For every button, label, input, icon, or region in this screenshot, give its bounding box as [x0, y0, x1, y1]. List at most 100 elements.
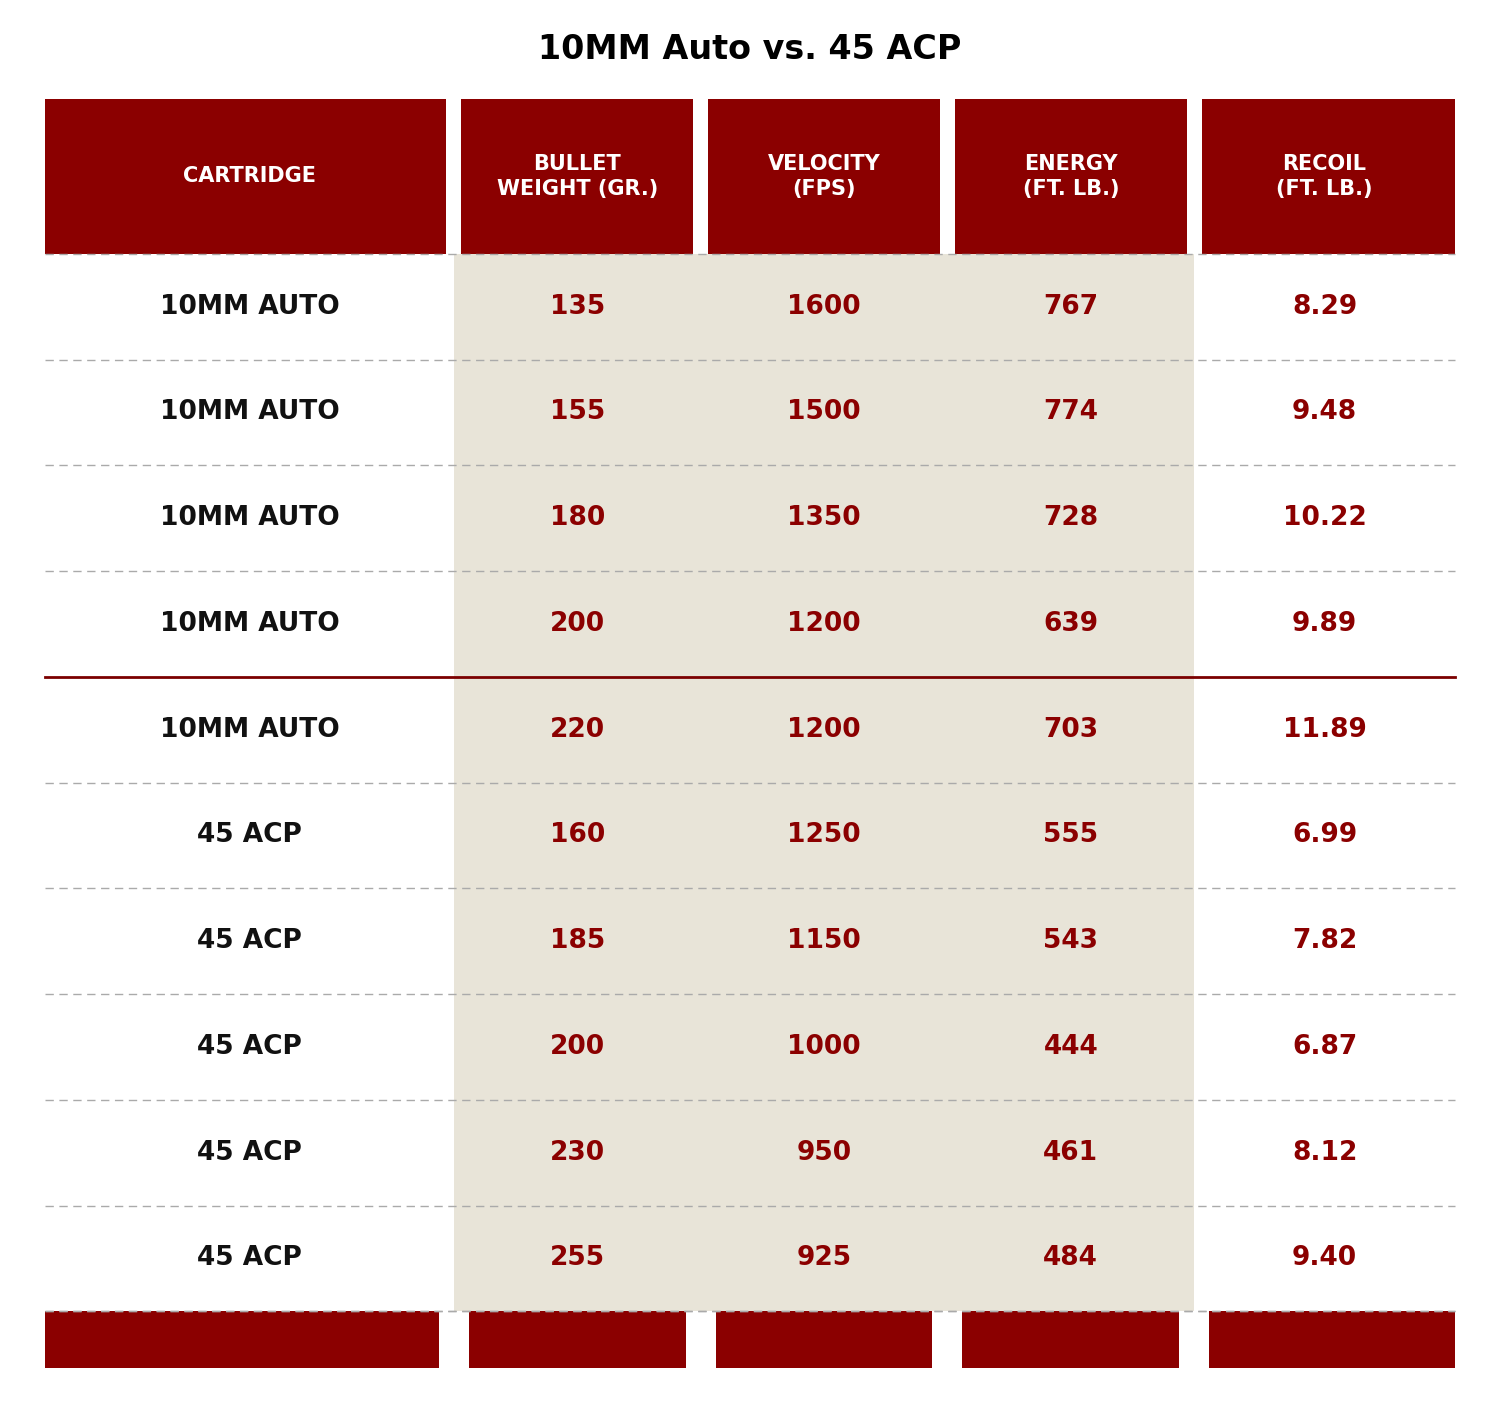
Bar: [948, 994, 1194, 1100]
Bar: [700, 888, 948, 994]
Text: 1200: 1200: [788, 611, 861, 637]
Bar: [45, 888, 455, 994]
Bar: [1194, 571, 1455, 677]
Bar: [454, 1100, 700, 1206]
Bar: [45, 1206, 455, 1311]
Bar: [963, 1311, 1179, 1368]
Text: 925: 925: [796, 1245, 852, 1272]
Text: 543: 543: [1044, 928, 1098, 955]
Bar: [708, 99, 940, 254]
Bar: [45, 1100, 455, 1206]
Bar: [1194, 1100, 1455, 1206]
Bar: [454, 465, 700, 571]
Bar: [1194, 994, 1455, 1100]
Bar: [700, 360, 948, 465]
Bar: [948, 254, 1194, 360]
Text: 1350: 1350: [788, 505, 861, 532]
Bar: [1194, 783, 1455, 888]
Text: 1250: 1250: [788, 822, 861, 849]
Bar: [45, 465, 455, 571]
Bar: [948, 571, 1194, 677]
Text: 255: 255: [549, 1245, 604, 1272]
Bar: [956, 99, 1186, 254]
Bar: [700, 254, 948, 360]
Bar: [716, 1311, 933, 1368]
Text: 484: 484: [1044, 1245, 1098, 1272]
Text: 10.22: 10.22: [1282, 505, 1366, 532]
Text: 555: 555: [1042, 822, 1098, 849]
Text: 9.48: 9.48: [1292, 399, 1358, 426]
Bar: [1194, 1206, 1455, 1311]
Text: 155: 155: [549, 399, 604, 426]
Text: 185: 185: [549, 928, 604, 955]
Bar: [45, 360, 455, 465]
Text: CARTRIDGE: CARTRIDGE: [183, 166, 316, 186]
Text: 10MM AUTO: 10MM AUTO: [159, 399, 339, 426]
Text: 9.40: 9.40: [1292, 1245, 1358, 1272]
Bar: [948, 360, 1194, 465]
Text: 1000: 1000: [788, 1034, 861, 1060]
Text: 45 ACP: 45 ACP: [196, 928, 302, 955]
Bar: [1209, 1311, 1455, 1368]
Text: 45 ACP: 45 ACP: [196, 1245, 302, 1272]
Text: RECOIL
(FT. LB.): RECOIL (FT. LB.): [1276, 154, 1372, 199]
Text: 10MM Auto vs. 45 ACP: 10MM Auto vs. 45 ACP: [538, 32, 962, 66]
Text: 10MM AUTO: 10MM AUTO: [159, 716, 339, 743]
Bar: [470, 1311, 686, 1368]
Text: 230: 230: [549, 1139, 604, 1166]
Bar: [454, 994, 700, 1100]
Bar: [454, 571, 700, 677]
Text: 1600: 1600: [788, 293, 861, 320]
Text: 767: 767: [1042, 293, 1098, 320]
Bar: [454, 677, 700, 783]
Text: 774: 774: [1044, 399, 1098, 426]
Bar: [948, 783, 1194, 888]
Bar: [1194, 254, 1455, 360]
Text: ENERGY
(FT. LB.): ENERGY (FT. LB.): [1023, 154, 1119, 199]
Bar: [948, 465, 1194, 571]
Text: 200: 200: [549, 1034, 604, 1060]
Text: 1200: 1200: [788, 716, 861, 743]
Bar: [45, 994, 455, 1100]
Text: 160: 160: [549, 822, 604, 849]
Bar: [454, 360, 700, 465]
Bar: [700, 465, 948, 571]
Bar: [45, 783, 455, 888]
Text: 7.82: 7.82: [1292, 928, 1358, 955]
Text: 135: 135: [549, 293, 604, 320]
Text: 9.89: 9.89: [1292, 611, 1358, 637]
Text: 461: 461: [1042, 1139, 1098, 1166]
Text: 639: 639: [1042, 611, 1098, 637]
Bar: [454, 783, 700, 888]
Bar: [1194, 360, 1455, 465]
Text: 8.12: 8.12: [1292, 1139, 1358, 1166]
Bar: [1202, 99, 1455, 254]
Text: 45 ACP: 45 ACP: [196, 1139, 302, 1166]
Text: 728: 728: [1042, 505, 1098, 532]
Bar: [1194, 465, 1455, 571]
Bar: [700, 1206, 948, 1311]
Bar: [948, 1100, 1194, 1206]
Text: 8.29: 8.29: [1292, 293, 1358, 320]
Text: 950: 950: [796, 1139, 852, 1166]
Text: 444: 444: [1044, 1034, 1098, 1060]
Bar: [454, 888, 700, 994]
Bar: [948, 677, 1194, 783]
Bar: [45, 1311, 440, 1368]
Text: 180: 180: [549, 505, 604, 532]
Text: 200: 200: [549, 611, 604, 637]
Bar: [948, 888, 1194, 994]
Text: 11.89: 11.89: [1282, 716, 1366, 743]
Text: 45 ACP: 45 ACP: [196, 822, 302, 849]
Bar: [45, 571, 455, 677]
Bar: [1194, 888, 1455, 994]
Text: 45 ACP: 45 ACP: [196, 1034, 302, 1060]
Bar: [700, 1100, 948, 1206]
Text: 703: 703: [1042, 716, 1098, 743]
Text: BULLET
WEIGHT (GR.): BULLET WEIGHT (GR.): [496, 154, 658, 199]
Bar: [45, 677, 455, 783]
Text: 10MM AUTO: 10MM AUTO: [159, 293, 339, 320]
Text: VELOCITY
(FPS): VELOCITY (FPS): [768, 154, 880, 199]
Bar: [454, 254, 700, 360]
Bar: [948, 1206, 1194, 1311]
